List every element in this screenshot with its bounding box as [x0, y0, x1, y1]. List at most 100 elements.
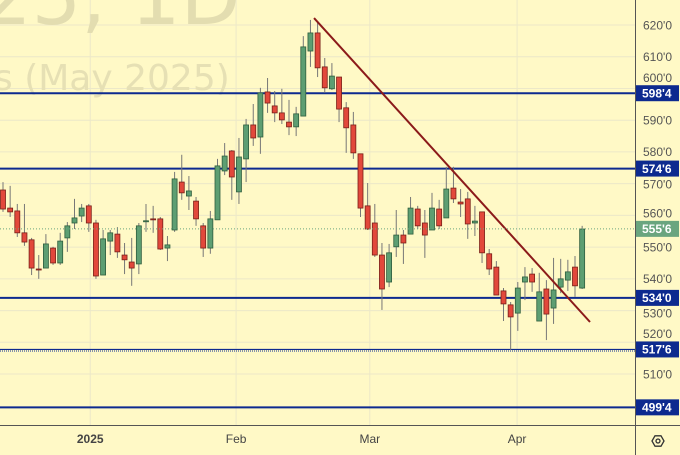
candle-body: [443, 188, 450, 219]
candle-down: [250, 104, 257, 146]
candle-up: [300, 36, 307, 117]
candle-body: [85, 205, 92, 224]
price-tick-label: 570'0: [643, 177, 672, 191]
candle-body: [522, 276, 528, 283]
candle-down: [150, 205, 157, 233]
candle-body: [436, 208, 443, 227]
price-tick-label: 560'0: [643, 207, 672, 221]
candle-down: [93, 219, 99, 279]
candle-body: [35, 268, 42, 271]
candle-body: [579, 228, 586, 289]
candle-body: [128, 261, 135, 269]
candle-body: [379, 254, 385, 290]
candle-down: [85, 203, 92, 232]
candle-body: [479, 211, 485, 254]
candle-body: [307, 32, 314, 52]
candle-up: [57, 232, 64, 265]
candle-up: [407, 196, 414, 235]
candle-body: [421, 222, 428, 236]
candle-body: [507, 304, 514, 318]
candle-body: [407, 207, 414, 235]
candle-down: [371, 203, 378, 257]
candle-down: [421, 209, 428, 258]
candle-up: [557, 258, 564, 294]
candle-body: [486, 253, 493, 270]
candle-body: [500, 290, 507, 305]
candle-body: [314, 32, 321, 69]
candle-up: [221, 143, 228, 176]
candle-body: [464, 198, 471, 225]
candle-body: [28, 239, 35, 269]
candle-up: [214, 158, 221, 221]
candle-down: [357, 153, 364, 217]
candle-up: [328, 63, 335, 91]
watermark-description: s (May 2025): [0, 58, 230, 99]
candle-up: [536, 272, 543, 322]
candle-down: [343, 102, 350, 153]
candle-down: [178, 154, 185, 200]
candle-body: [21, 232, 28, 243]
candle-body: [364, 205, 371, 230]
candle-up: [107, 229, 114, 256]
candle-down: [486, 249, 493, 276]
candle-body: [572, 266, 578, 287]
candle-up: [100, 229, 106, 276]
candle-body: [107, 232, 114, 242]
last-price-label: 555'6: [642, 222, 672, 236]
level-price-badge: [636, 399, 679, 416]
candle-body: [514, 287, 521, 314]
level-price-label: 499'4: [642, 401, 672, 415]
candle-down: [14, 203, 21, 237]
candle-down: [278, 88, 285, 124]
candle-up: [393, 209, 400, 257]
candle-body: [450, 187, 457, 200]
price-tick-label: 580'0: [643, 145, 672, 159]
candle-down: [157, 216, 164, 250]
candle-up: [135, 222, 142, 275]
level-price-badge: [636, 160, 679, 177]
price-axis-ticks: 510'0 520'0 530'0 540'0 550'0 560'0 570'0 580'0…: [643, 18, 672, 381]
candle-body: [121, 254, 128, 261]
time-axis-ticks: 2025 Feb Mar Apr: [77, 432, 527, 446]
trendline[interactable]: [313, 17, 591, 323]
candle-up: [471, 205, 478, 237]
price-tick-label: 530'0: [643, 307, 672, 321]
candle-up: [143, 203, 149, 232]
candle-up: [257, 87, 264, 154]
candle-body: [271, 105, 278, 114]
candle-body: [386, 252, 393, 283]
time-tick-label: Apr: [508, 432, 527, 446]
candle-up: [429, 192, 435, 231]
time-tick-label: Feb: [226, 432, 247, 446]
candle-body: [300, 46, 307, 117]
horizontal-levels[interactable]: [0, 92, 636, 409]
candle-body: [321, 66, 328, 89]
candle-body: [278, 112, 285, 121]
price-tick-label: 520'0: [643, 327, 672, 341]
candle-body: [336, 76, 342, 110]
settings-button[interactable]: [651, 435, 665, 447]
candle-down: [400, 229, 407, 264]
price-tick-label: 600'0: [643, 71, 672, 85]
candle-body: [7, 207, 14, 213]
candle-up: [514, 282, 521, 331]
candle-up: [185, 176, 192, 210]
candle-body: [250, 124, 257, 139]
candle-up: [564, 259, 571, 291]
candle-down: [321, 57, 328, 93]
price-tick-label: 620'0: [643, 18, 672, 32]
price-tick-label: 610'0: [643, 50, 672, 64]
candle-body: [0, 189, 6, 210]
candle-down: [0, 182, 6, 212]
candle-down: [114, 227, 121, 258]
candle-down: [7, 185, 14, 217]
candle-body: [143, 220, 149, 223]
candle-up: [236, 137, 242, 204]
candle-up: [64, 222, 71, 252]
candle-body: [543, 288, 550, 315]
candle-up: [71, 198, 78, 230]
last-price-badge: [636, 220, 679, 237]
candle-down: [264, 77, 271, 113]
candle-up: [550, 257, 557, 324]
